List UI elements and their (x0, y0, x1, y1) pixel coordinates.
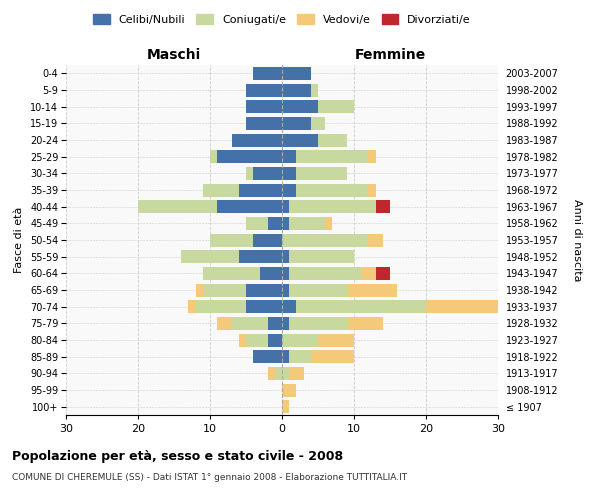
Bar (181, 250, 239, 263)
Bar (296, 184, 368, 196)
Bar (376, 200, 390, 213)
Bar (268, 334, 282, 346)
Bar (282, 250, 289, 263)
Bar (282, 167, 296, 180)
Bar (318, 100, 354, 113)
Bar (289, 284, 347, 296)
Bar (289, 217, 325, 230)
Y-axis label: Anni di nascita: Anni di nascita (572, 198, 583, 281)
Bar (361, 267, 376, 280)
Bar (282, 334, 318, 346)
Bar (253, 350, 282, 363)
Bar (296, 167, 347, 180)
Bar (289, 267, 361, 280)
Bar (260, 267, 282, 280)
Bar (311, 84, 318, 96)
Bar (296, 150, 368, 163)
Bar (217, 150, 282, 163)
Bar (318, 334, 354, 346)
Bar (246, 217, 268, 230)
Bar (232, 317, 268, 330)
Bar (196, 284, 203, 296)
Text: Maschi: Maschi (147, 48, 201, 62)
Text: COMUNE DI CHEREMULE (SS) - Dati ISTAT 1° gennaio 2008 - Elaborazione TUTTITALIA.: COMUNE DI CHEREMULE (SS) - Dati ISTAT 1°… (12, 472, 407, 482)
Bar (246, 100, 282, 113)
Legend: Celibi/Nubili, Coniugati/e, Vedovi/e, Divorziati/e: Celibi/Nubili, Coniugati/e, Vedovi/e, Di… (90, 10, 474, 28)
Bar (311, 350, 354, 363)
Bar (203, 267, 260, 280)
Bar (253, 67, 282, 80)
Bar (275, 367, 282, 380)
Bar (282, 234, 368, 246)
Bar (188, 300, 196, 313)
Bar (282, 400, 289, 413)
Bar (289, 200, 376, 213)
Bar (282, 284, 289, 296)
Bar (217, 317, 232, 330)
Bar (246, 334, 268, 346)
Bar (282, 367, 289, 380)
Bar (311, 117, 325, 130)
Bar (282, 267, 289, 280)
Bar (239, 184, 282, 196)
Bar (282, 67, 311, 80)
Y-axis label: Fasce di età: Fasce di età (14, 207, 25, 273)
Bar (282, 184, 296, 196)
Bar (203, 184, 239, 196)
Bar (347, 284, 397, 296)
Bar (246, 117, 282, 130)
Bar (217, 200, 282, 213)
Bar (210, 150, 217, 163)
Bar (196, 300, 246, 313)
Bar (268, 217, 282, 230)
Text: Popolazione per età, sesso e stato civile - 2008: Popolazione per età, sesso e stato civil… (12, 450, 343, 463)
Bar (246, 167, 253, 180)
Text: Femmine: Femmine (355, 48, 425, 62)
Bar (282, 117, 311, 130)
Bar (347, 317, 383, 330)
Bar (282, 200, 289, 213)
Bar (289, 250, 354, 263)
Bar (318, 134, 347, 146)
Bar (368, 184, 376, 196)
Bar (368, 150, 376, 163)
Bar (376, 267, 390, 280)
Bar (426, 300, 498, 313)
Bar (282, 384, 296, 396)
Bar (289, 317, 347, 330)
Bar (289, 350, 311, 363)
Bar (253, 234, 282, 246)
Bar (253, 167, 282, 180)
Bar (282, 217, 289, 230)
Bar (210, 234, 253, 246)
Bar (239, 334, 246, 346)
Bar (268, 367, 275, 380)
Bar (282, 317, 289, 330)
Bar (239, 250, 282, 263)
Bar (282, 350, 289, 363)
Bar (246, 300, 282, 313)
Bar (282, 300, 296, 313)
Bar (282, 100, 318, 113)
Bar (368, 234, 383, 246)
Bar (282, 134, 318, 146)
Bar (232, 134, 282, 146)
Bar (138, 200, 217, 213)
Bar (289, 367, 304, 380)
Bar (246, 284, 282, 296)
Bar (203, 284, 246, 296)
Bar (268, 317, 282, 330)
Bar (325, 217, 332, 230)
Bar (246, 84, 282, 96)
Bar (282, 150, 296, 163)
Bar (282, 84, 311, 96)
Bar (296, 300, 426, 313)
